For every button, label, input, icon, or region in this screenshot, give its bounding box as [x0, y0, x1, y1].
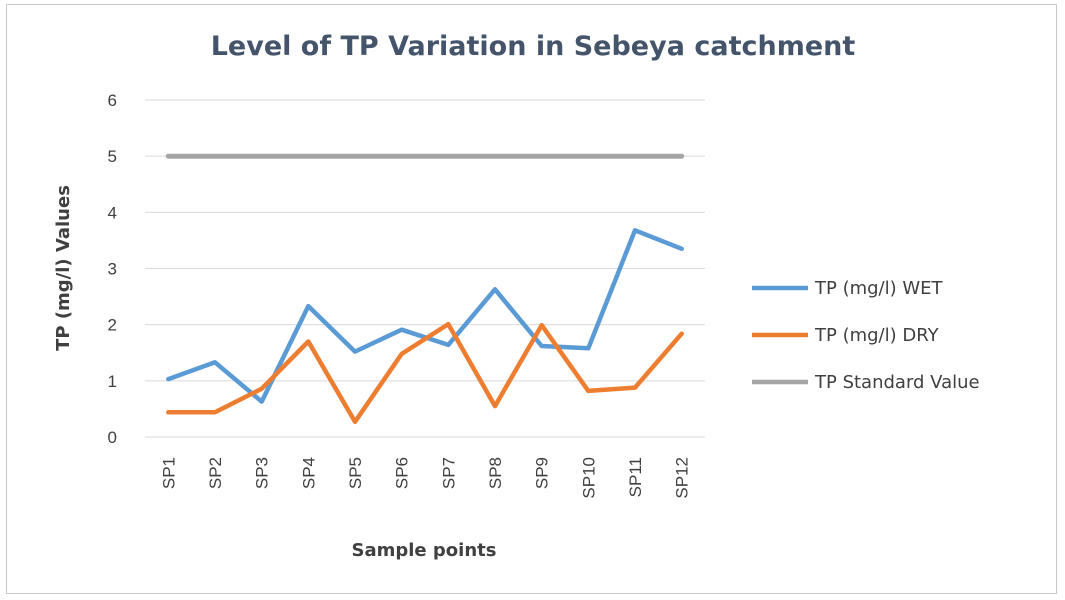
- x-tick-label: SP9: [533, 457, 552, 489]
- y-tick-label: 0: [108, 428, 117, 447]
- chart-title: Level of TP Variation in Sebeya catchmen…: [211, 31, 856, 62]
- x-tick-label: SP3: [253, 457, 272, 489]
- x-tick-label: SP8: [486, 457, 505, 489]
- legend: TP (mg/l) WET TP (mg/l) DRY TP Standard Va…: [752, 278, 980, 393]
- series-line-1: [166, 321, 684, 425]
- legend-label: TP (mg/l) DRY: [814, 325, 940, 346]
- x-tick-label: SP7: [439, 457, 458, 489]
- y-tick-label: 1: [108, 372, 117, 391]
- y-axis-title: TP (mg/l) Values: [53, 185, 74, 351]
- series-lines: [165, 153, 685, 425]
- y-tick-label: 3: [108, 260, 117, 279]
- legend-label: TP Standard Value: [814, 372, 980, 393]
- x-tick-label: SP12: [673, 457, 692, 499]
- x-tick-label: SP11: [626, 457, 645, 497]
- y-tick-label: 2: [108, 316, 117, 335]
- x-axis-ticks: SP1 SP2 SP3 SP4 SP5 SP6 SP7 SP8 SP9 SP10 SP11 SP12: [159, 457, 691, 499]
- y-tick-label: 5: [108, 147, 117, 166]
- y-tick-label: 6: [108, 91, 117, 110]
- chart-frame: [6, 4, 1057, 594]
- y-axis-ticks: 0 1 2 3 4 5 6: [108, 91, 117, 447]
- series-line-0: [166, 228, 684, 404]
- x-tick-label: SP4: [299, 457, 318, 489]
- x-tick-label: SP10: [579, 457, 598, 499]
- x-tick-label: SP6: [393, 457, 412, 489]
- x-tick-label: SP5: [346, 457, 365, 489]
- legend-label: TP (mg/l) WET: [814, 278, 944, 299]
- x-axis-title: Sample points: [352, 540, 497, 561]
- x-tick-label: SP1: [159, 457, 178, 489]
- y-tick-label: 4: [108, 203, 117, 222]
- x-tick-label: SP2: [206, 457, 225, 489]
